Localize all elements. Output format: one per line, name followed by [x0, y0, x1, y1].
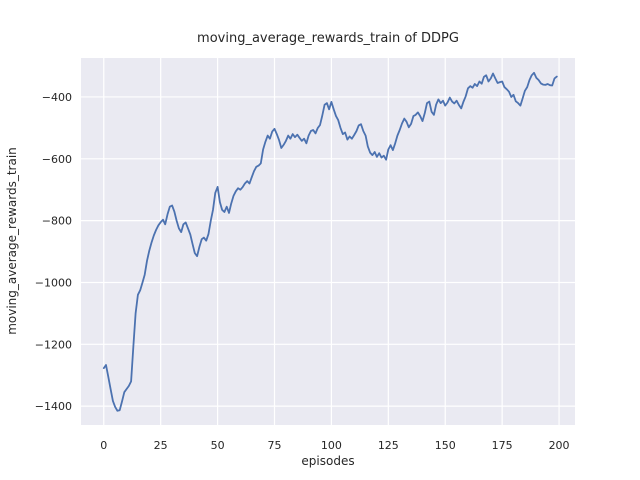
x-tick-label: 200	[549, 439, 570, 452]
y-tick-label: −400	[42, 91, 72, 104]
y-tick-label: −800	[42, 215, 72, 228]
plot-area	[81, 58, 575, 425]
y-tick-label: −1400	[35, 400, 72, 413]
x-tick-label: 50	[211, 439, 225, 452]
chart-title: moving_average_rewards_train of DDPG	[197, 31, 459, 46]
x-tick-label: 25	[154, 439, 168, 452]
x-tick-label: 150	[435, 439, 456, 452]
x-axis-label: episodes	[301, 454, 355, 468]
x-tick-label: 75	[268, 439, 282, 452]
y-tick-label: −1200	[35, 338, 72, 351]
series-line	[102, 71, 558, 412]
x-tick-label: 0	[100, 439, 107, 452]
x-tick-label: 125	[378, 439, 399, 452]
x-tick-label: 100	[321, 439, 342, 452]
y-tick-label: −600	[42, 153, 72, 166]
x-tick-label: 175	[492, 439, 513, 452]
y-tick-label: −1000	[35, 276, 72, 289]
